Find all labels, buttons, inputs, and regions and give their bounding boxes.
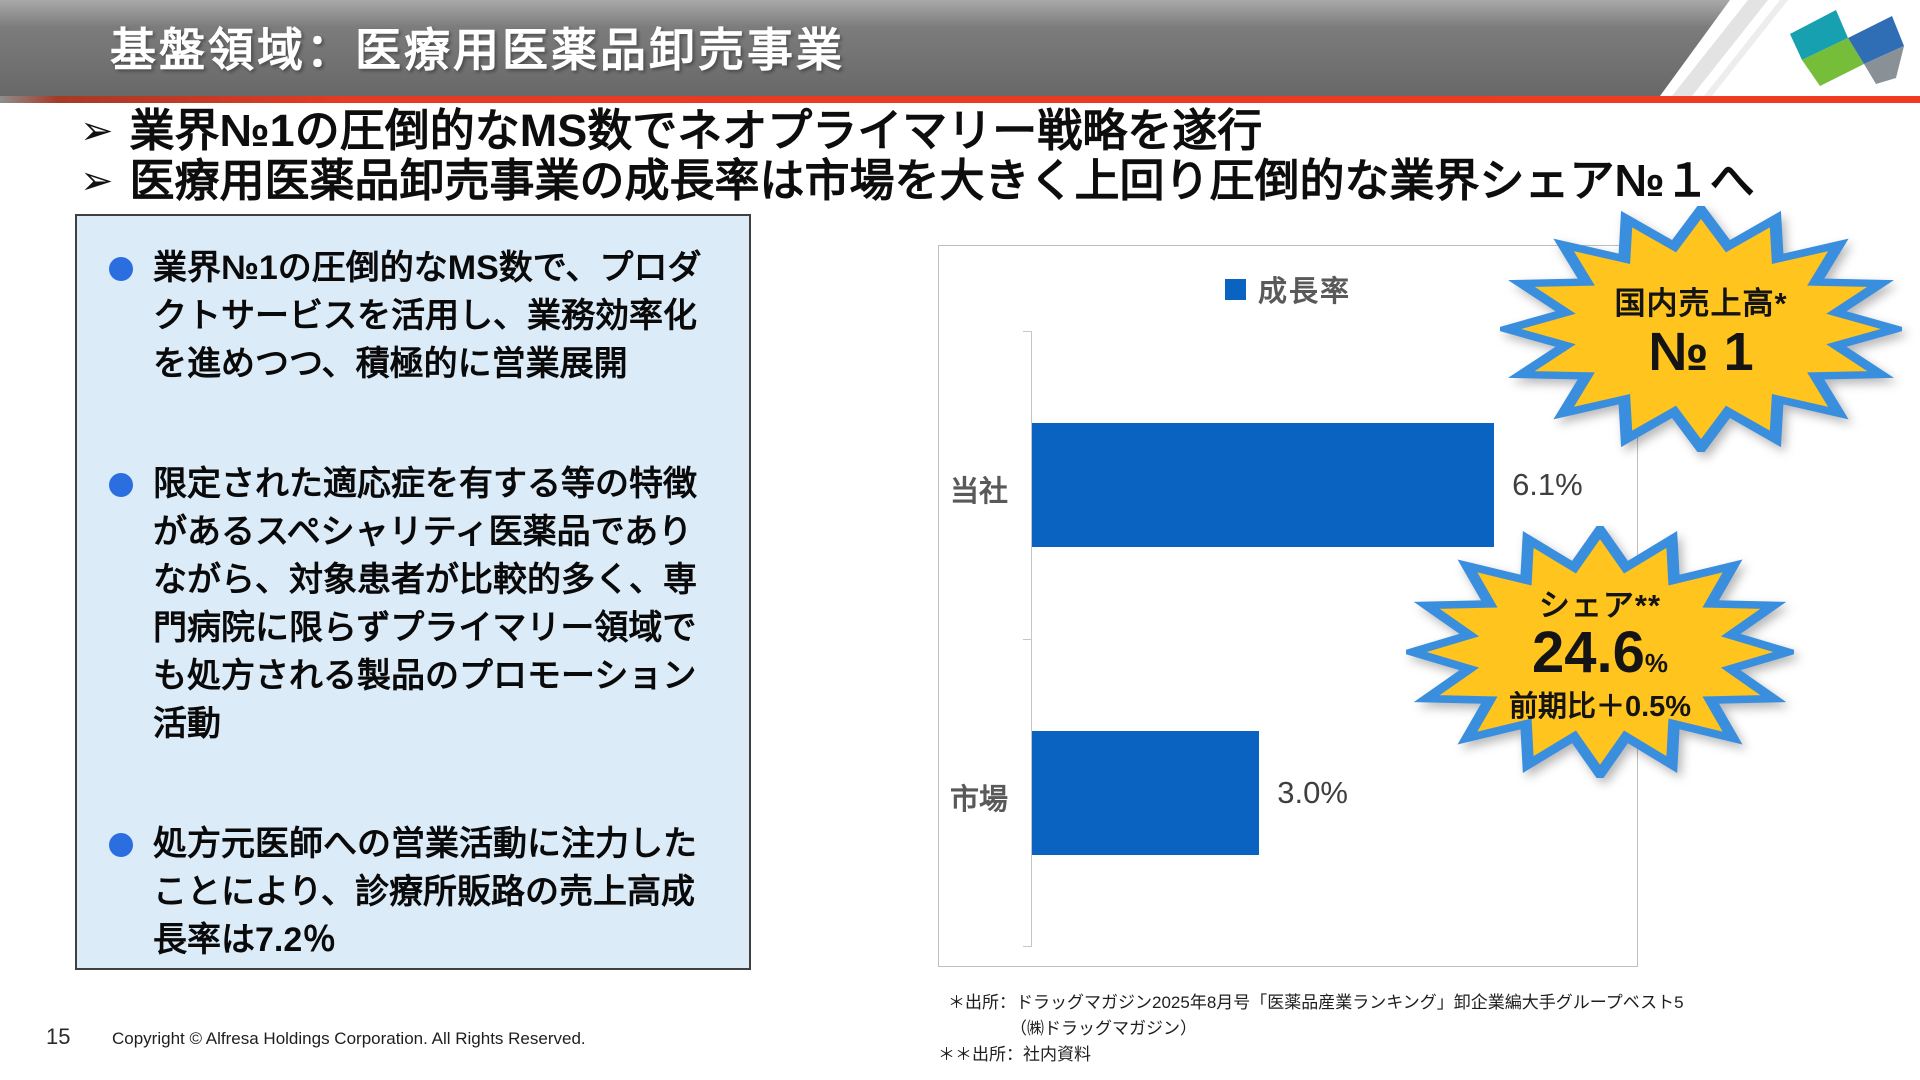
info-bullet-text: 処方元医師への営業活動に注力したことにより、診療所販路の売上高成長率は7.2％ [153, 825, 697, 959]
starburst-icon [1500, 206, 1902, 452]
value-label-touisha: 6.1% [1512, 467, 1583, 502]
legend-label: 成長率 [1257, 276, 1351, 308]
info-bullet-text: 限定された適応症を有する等の特徴があるスペシャリティ医薬品でありながら、対象患者… [153, 465, 697, 743]
info-bullet-2: 限定された適応症を有する等の特徴があるスペシャリティ医薬品でありながら、対象患者… [107, 460, 723, 748]
bar-touisha [1032, 423, 1495, 547]
key-point-text: 医療用医薬品卸売事業の成長率は市場を大きく上回り圧倒的な業界シェア№１へ [129, 155, 1755, 206]
footnote-line: ＊＊出所：社内資料 [938, 1045, 1091, 1064]
arrow-marker-icon: ➢ [80, 109, 114, 153]
arrow-marker-icon: ➢ [80, 159, 114, 203]
bullet-dot-icon [109, 473, 133, 497]
header-bar: 基盤領域：医療用医薬品卸売事業 [0, 0, 1920, 96]
slide-title: 基盤領域：医療用医薬品卸売事業 [110, 24, 845, 76]
key-point-2: ➢ 医療用医薬品卸売事業の成長率は市場を大きく上回り圧倒的な業界シェア№１へ [80, 156, 1880, 206]
badge-domestic-sales-no1: 国内売上高* № 1 [1500, 206, 1902, 452]
bullet-dot-icon [109, 833, 133, 857]
badge-subtext: 前期比＋0.5% [1508, 690, 1692, 723]
legend-swatch-icon [1224, 278, 1246, 300]
growth-rate-chart: 成長率 当社 市場 6.1% 3.0% [938, 245, 1638, 967]
badge-label: 国内売上高* [1614, 285, 1788, 321]
starburst-icon [1406, 526, 1794, 778]
badge-label: シェア** [1538, 587, 1662, 623]
axis-tick-icon [1023, 639, 1031, 640]
axis-tick-icon [1023, 946, 1031, 947]
key-points: ➢ 業界№1の圧倒的なMS数でネオプライマリー戦略を遂行 ➢ 医療用医薬品卸売事… [80, 106, 1880, 206]
bar-shijou [1032, 731, 1260, 855]
key-point-text: 業界№1の圧倒的なMS数でネオプライマリー戦略を遂行 [129, 105, 1263, 156]
bar-row-shijou: 3.0% [1032, 731, 1638, 855]
value-label-shijou: 3.0% [1277, 775, 1348, 810]
accent-stripe [0, 96, 1920, 103]
axis-tick-icon [1023, 331, 1031, 332]
bullet-dot-icon [109, 257, 133, 281]
bar-row-touisha: 6.1% [1032, 423, 1638, 547]
y-axis-line [1023, 331, 1032, 947]
badge-value: 24.6 [1531, 619, 1645, 685]
chart-legend: 成長率 [939, 268, 1637, 310]
brand-logo [1660, 0, 1920, 96]
page-number: 15 [46, 1024, 71, 1049]
source-notes: ＊出所：ドラッグマガジン2025年8月号「医薬品産業ランキング」卸企業編大手グル… [938, 990, 1684, 1068]
badge-value-unit: % [1644, 647, 1668, 678]
footnote-line: ＊出所：ドラッグマガジン2025年8月号「医薬品産業ランキング」卸企業編大手グル… [948, 993, 1684, 1012]
footnote-line: （㈱ドラッグマガジン） [1010, 1019, 1197, 1038]
badge-market-share: シェア** 24.6 % 前期比＋0.5% [1406, 526, 1794, 778]
badge-value: № 1 [1648, 321, 1754, 382]
category-label-shijou: 市場 [949, 784, 1008, 816]
info-bullet-3: 処方元医師への営業活動に注力したことにより、診療所販路の売上高成長率は7.2％ [107, 820, 723, 964]
info-bullet-text: 業界№1の圧倒的なMS数で、プロダクトサービスを活用し、業務効率化を進めつつ、積… [153, 249, 702, 383]
copyright-text: Copyright © Alfresa Holdings Corporation… [112, 1029, 586, 1048]
info-bullet-1: 業界№1の圧倒的なMS数で、プロダクトサービスを活用し、業務効率化を進めつつ、積… [107, 244, 723, 388]
category-label-touisha: 当社 [949, 476, 1008, 508]
key-point-1: ➢ 業界№1の圧倒的なMS数でネオプライマリー戦略を遂行 [80, 106, 1880, 156]
info-box: 業界№1の圧倒的なMS数で、プロダクトサービスを活用し、業務効率化を進めつつ、積… [75, 214, 751, 970]
